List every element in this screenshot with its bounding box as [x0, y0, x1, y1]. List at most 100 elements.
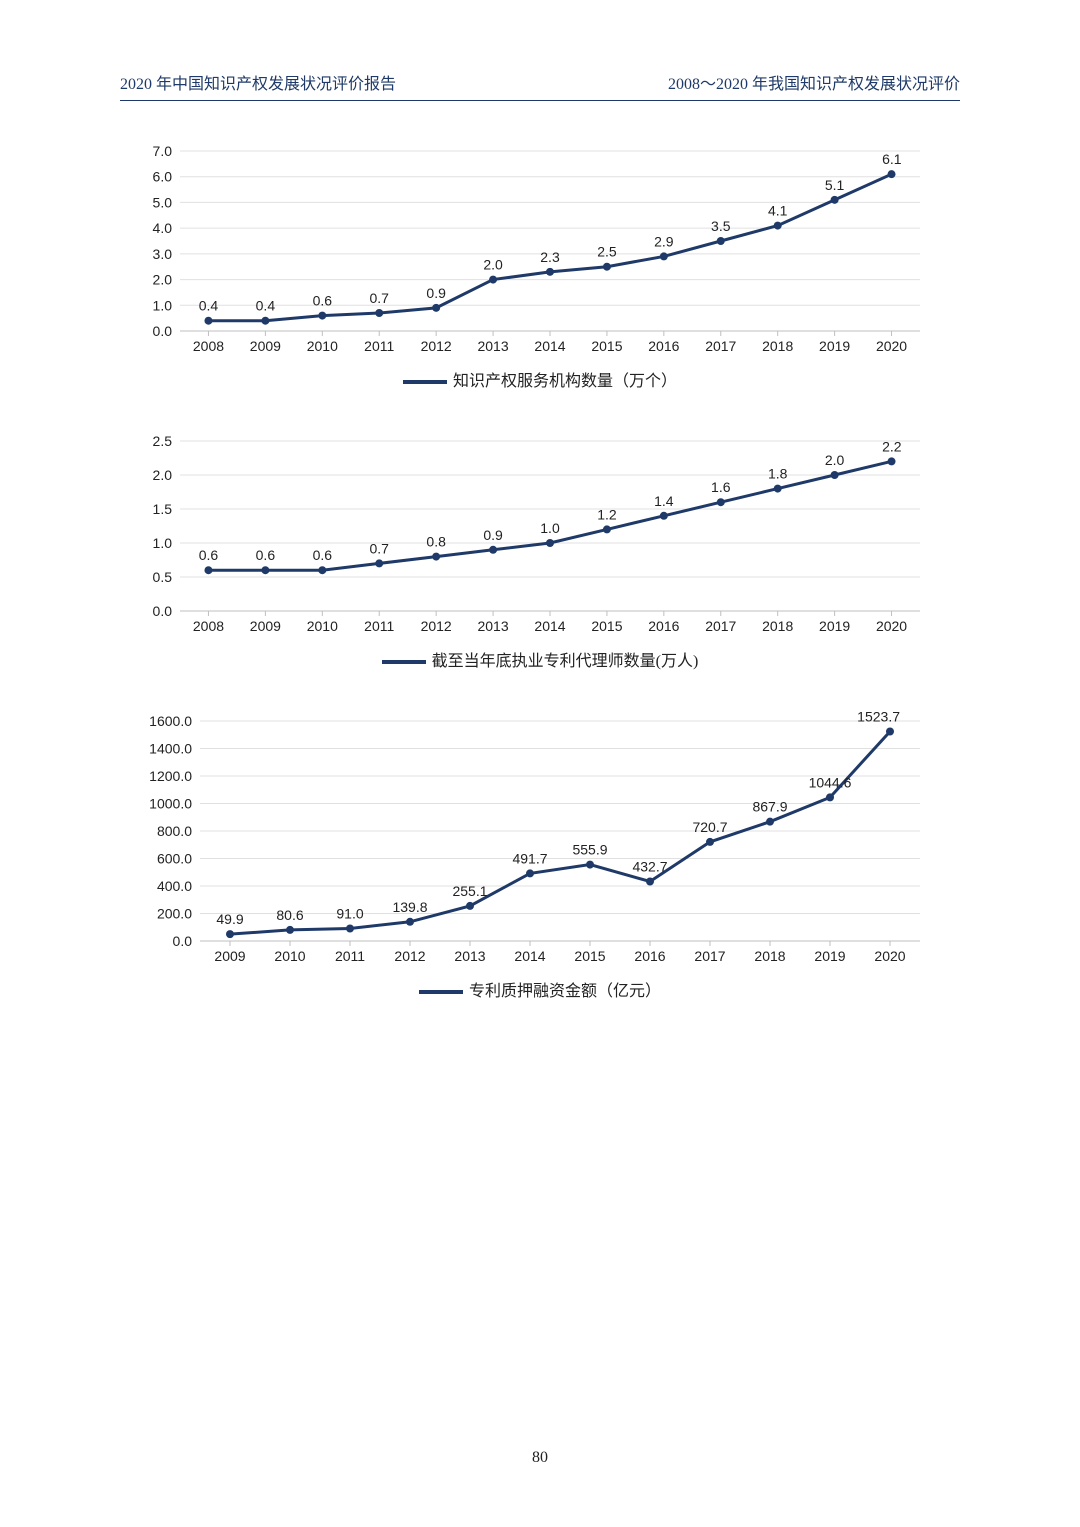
svg-text:2.9: 2.9: [654, 233, 674, 249]
header-right: 2008～2020 年我国知识产权发展状况评价: [668, 70, 960, 94]
svg-text:91.0: 91.0: [336, 905, 363, 921]
svg-text:2.0: 2.0: [825, 452, 845, 468]
page: 2020 年中国知识产权发展状况评价报告 2008～2020 年我国知识产权发展…: [0, 0, 1080, 1527]
svg-text:2020: 2020: [876, 338, 907, 354]
svg-text:4.0: 4.0: [153, 220, 173, 236]
svg-text:2.5: 2.5: [597, 244, 617, 260]
svg-text:555.9: 555.9: [572, 842, 607, 858]
svg-text:2.0: 2.0: [483, 257, 503, 273]
svg-text:2013: 2013: [477, 618, 508, 634]
svg-text:2008: 2008: [193, 338, 224, 354]
chart-3-block: 0.0 200.0 400.0 600.0 800.0 1000.0 1200.0 1400.…: [120, 711, 960, 1001]
svg-text:1400.0: 1400.0: [149, 741, 192, 757]
svg-text:2020: 2020: [876, 618, 907, 634]
svg-text:0.6: 0.6: [313, 293, 333, 309]
svg-text:2009: 2009: [250, 338, 281, 354]
svg-text:2020: 2020: [874, 948, 905, 964]
svg-text:800.0: 800.0: [157, 823, 192, 839]
svg-text:2009: 2009: [250, 618, 281, 634]
chart-2-svg: 0.00.51.01.52.02.52008200920102011201220…: [120, 431, 940, 641]
svg-text:2016: 2016: [648, 618, 679, 634]
chart-3-legend-label: 专利质押融资金额（亿元）: [469, 983, 661, 1000]
chart-3-svg: 0.0 200.0 400.0 600.0 800.0 1000.0 1200.0 1400.…: [120, 711, 940, 971]
svg-text:5.0: 5.0: [153, 194, 173, 210]
svg-text:2018: 2018: [762, 338, 793, 354]
svg-text:4.1: 4.1: [768, 203, 788, 219]
svg-text:1000.0: 1000.0: [149, 796, 192, 812]
svg-text:400.0: 400.0: [157, 878, 192, 894]
svg-text:2014: 2014: [514, 948, 545, 964]
svg-text:2.3: 2.3: [540, 249, 560, 265]
svg-text:600.0: 600.0: [157, 851, 192, 867]
chart-2-legend: 截至当年底执业专利代理师数量(万人): [120, 647, 960, 671]
legend-dash-icon: [419, 990, 463, 994]
svg-text:1044.6: 1044.6: [809, 774, 852, 790]
svg-text:3.0: 3.0: [153, 246, 173, 262]
chart-1-legend: 知识产权服务机构数量（万个）: [120, 367, 960, 391]
svg-text:3.5: 3.5: [711, 218, 731, 234]
svg-text:2019: 2019: [819, 338, 850, 354]
svg-text:720.7: 720.7: [692, 819, 727, 835]
svg-text:2011: 2011: [335, 948, 365, 964]
svg-text:139.8: 139.8: [392, 899, 427, 915]
svg-text:2012: 2012: [394, 948, 425, 964]
svg-text:491.7: 491.7: [512, 850, 547, 866]
svg-text:1523.7: 1523.7: [857, 711, 900, 724]
svg-text:2017: 2017: [694, 948, 725, 964]
svg-text:2014: 2014: [534, 338, 565, 354]
svg-text:2011: 2011: [364, 338, 394, 354]
svg-text:80.6: 80.6: [276, 907, 303, 923]
svg-text:2019: 2019: [814, 948, 845, 964]
svg-text:6.0: 6.0: [153, 169, 173, 185]
svg-text:2.0: 2.0: [153, 272, 173, 288]
svg-text:1.8: 1.8: [768, 466, 788, 482]
svg-text:0.7: 0.7: [369, 290, 389, 306]
svg-text:2015: 2015: [591, 618, 622, 634]
svg-text:2010: 2010: [307, 338, 338, 354]
svg-text:2010: 2010: [274, 948, 305, 964]
svg-text:2018: 2018: [762, 618, 793, 634]
svg-text:867.9: 867.9: [752, 799, 787, 815]
svg-text:2017: 2017: [705, 338, 736, 354]
svg-text:2.5: 2.5: [153, 433, 173, 449]
svg-text:2014: 2014: [534, 618, 565, 634]
svg-text:49.9: 49.9: [216, 911, 243, 927]
svg-text:2013: 2013: [477, 338, 508, 354]
svg-text:2015: 2015: [591, 338, 622, 354]
svg-text:1200.0: 1200.0: [149, 768, 192, 784]
page-number: 80: [0, 1449, 1080, 1467]
svg-text:0.4: 0.4: [256, 298, 276, 314]
svg-text:1.0: 1.0: [540, 520, 560, 536]
chart-3-legend: 专利质押融资金额（亿元）: [120, 977, 960, 1001]
svg-text:0.0: 0.0: [173, 933, 193, 949]
svg-text:2015: 2015: [574, 948, 605, 964]
svg-text:0.7: 0.7: [369, 540, 389, 556]
svg-text:200.0: 200.0: [157, 906, 192, 922]
svg-text:0.0: 0.0: [153, 603, 173, 619]
svg-text:2008: 2008: [193, 618, 224, 634]
svg-text:0.9: 0.9: [483, 527, 503, 543]
header-left: 2020 年中国知识产权发展状况评价报告: [120, 70, 396, 94]
svg-text:2018: 2018: [754, 948, 785, 964]
svg-text:2016: 2016: [648, 338, 679, 354]
svg-text:5.1: 5.1: [825, 177, 845, 193]
chart-1-legend-label: 知识产权服务机构数量（万个）: [453, 373, 677, 390]
svg-text:0.0: 0.0: [153, 323, 173, 339]
svg-text:2010: 2010: [307, 618, 338, 634]
svg-text:2016: 2016: [634, 948, 665, 964]
svg-text:2017: 2017: [705, 618, 736, 634]
legend-dash-icon: [382, 660, 426, 664]
svg-text:1.0: 1.0: [153, 535, 173, 551]
svg-text:7.0: 7.0: [153, 143, 173, 159]
svg-text:2009: 2009: [214, 948, 245, 964]
svg-text:0.6: 0.6: [256, 547, 276, 563]
svg-text:1600.0: 1600.0: [149, 713, 192, 729]
svg-text:255.1: 255.1: [452, 883, 487, 899]
svg-text:2011: 2011: [364, 618, 394, 634]
svg-text:1.6: 1.6: [711, 479, 731, 495]
chart-2-block: 0.00.51.01.52.02.52008200920102011201220…: [120, 431, 960, 671]
chart-1-svg: 0.01.02.03.04.05.06.07.02008200920102011…: [120, 141, 940, 361]
legend-dash-icon: [403, 380, 447, 384]
chart-1-block: 0.01.02.03.04.05.06.07.02008200920102011…: [120, 141, 960, 391]
svg-text:2.0: 2.0: [153, 467, 173, 483]
